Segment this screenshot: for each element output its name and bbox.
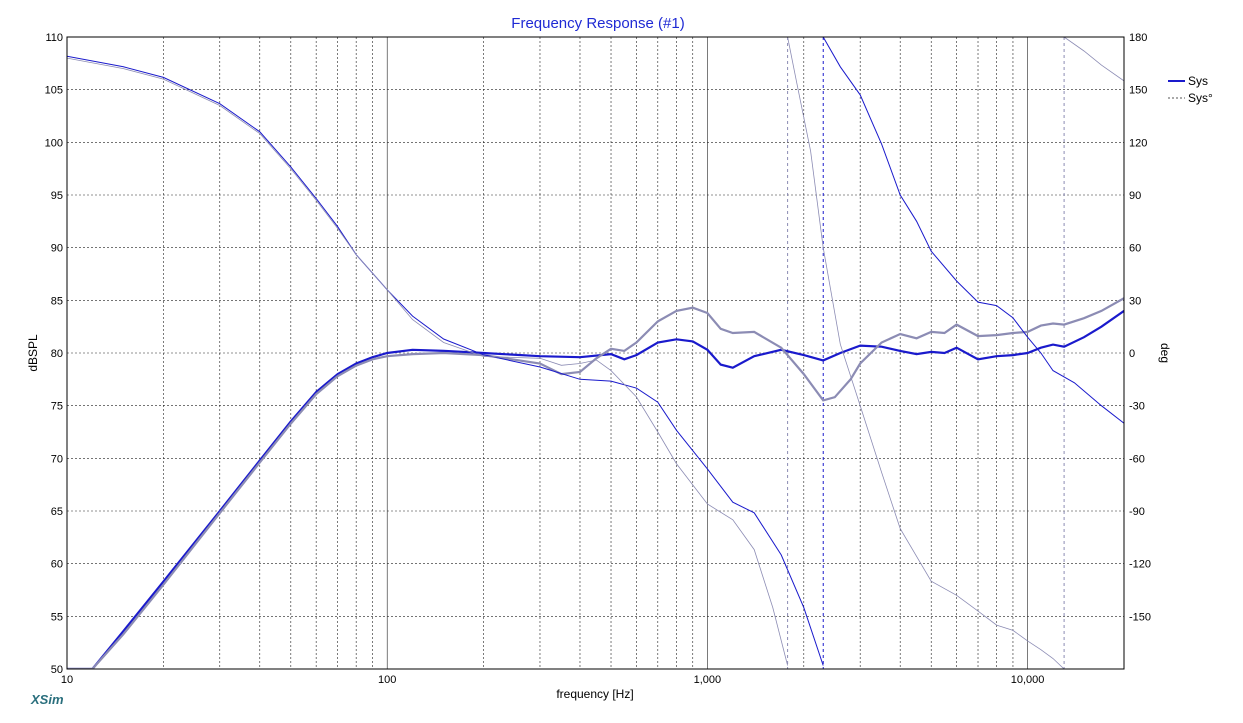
y-tick-label-right: 150 <box>1129 85 1147 97</box>
legend: Sys Sys° <box>1168 74 1213 105</box>
y-tick-label-right: 30 <box>1129 295 1141 307</box>
y-tick-label-left: 85 <box>51 295 63 307</box>
y-tick-label-left: 80 <box>51 348 63 360</box>
y-tick-label-right: 60 <box>1129 243 1141 255</box>
y-tick-label-right: -120 <box>1129 559 1151 571</box>
y-tick-label-left: 60 <box>51 559 63 571</box>
y-tick-label-left: 110 <box>45 32 63 44</box>
y-tick-label-left: 75 <box>51 401 63 413</box>
series-sys-ref-phase <box>67 37 1124 669</box>
chart-title: Frequency Response (#1) <box>511 15 684 32</box>
y-tick-label-left: 90 <box>51 243 63 255</box>
y-tick-label-right: 180 <box>1129 32 1147 44</box>
y-tick-label-right: 90 <box>1129 190 1141 202</box>
y-tick-label-left: 100 <box>45 137 63 149</box>
series-sys-phase <box>67 37 1124 666</box>
legend-sys-ref-label: Sys° <box>1188 91 1213 105</box>
x-tick-label: 100 <box>378 674 396 686</box>
series-sys-spl <box>67 309 1124 669</box>
y-tick-label-left: 50 <box>51 664 63 676</box>
legend-sys-label: Sys <box>1188 74 1208 88</box>
y-tick-label-right: -60 <box>1129 453 1145 465</box>
series-sys-ref-spl <box>67 297 1124 669</box>
grid-lines <box>66 36 1125 670</box>
y-tick-label-right: 120 <box>1129 137 1147 149</box>
x-axis-label: frequency [Hz] <box>556 687 633 701</box>
series-group <box>67 37 1124 669</box>
y-axis-label-right: deg <box>1158 343 1172 363</box>
x-tick-label: 1,000 <box>694 674 722 686</box>
y-tick-label-right: 0 <box>1129 348 1135 360</box>
tick-labels: 1101051009590858075706560555018015012090… <box>45 32 1151 686</box>
y-tick-label-right: -150 <box>1129 611 1151 623</box>
y-tick-label-left: 70 <box>51 453 63 465</box>
plot-frame <box>66 36 1125 670</box>
xsim-logo: XSim <box>30 692 64 707</box>
y-tick-label-left: 105 <box>45 85 63 97</box>
y-axis-label-left: dBSPL <box>26 334 40 372</box>
y-tick-label-left: 65 <box>51 506 63 518</box>
x-tick-label: 10,000 <box>1011 674 1045 686</box>
y-tick-label-right: -90 <box>1129 506 1145 518</box>
y-tick-label-left: 95 <box>51 190 63 202</box>
x-tick-label: 10 <box>61 674 73 686</box>
y-tick-label-right: -30 <box>1129 401 1145 413</box>
y-tick-label-left: 55 <box>51 611 63 623</box>
